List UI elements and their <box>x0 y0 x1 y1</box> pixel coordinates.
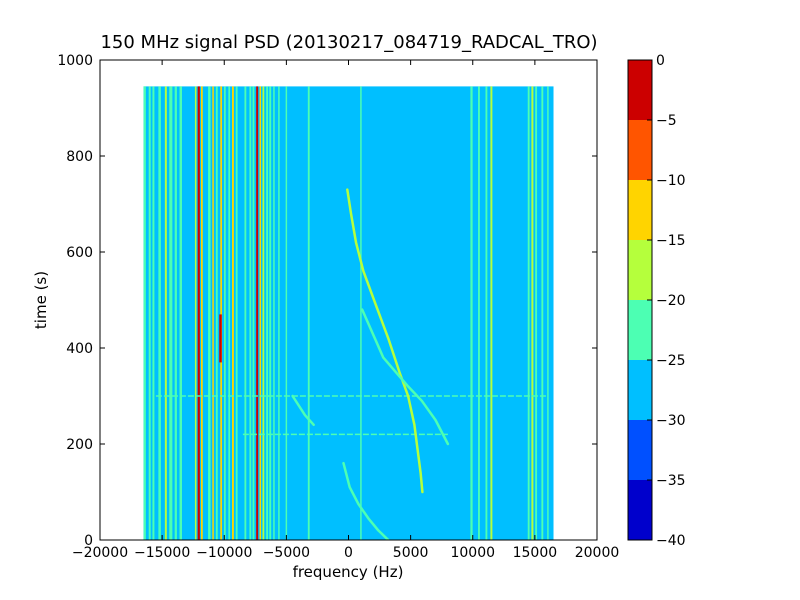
doppler-curve <box>346 188 424 494</box>
signal-line <box>485 86 488 540</box>
y-tick-label: 600 <box>66 245 93 261</box>
signal-line <box>266 86 269 540</box>
signal-line <box>262 86 265 540</box>
colorbar-tick-label: −25 <box>656 353 686 369</box>
doppler-curve <box>291 394 315 427</box>
colorbar: 0 −5 −10 −15 −20 −25 −30 −35 −40 <box>627 53 686 549</box>
colorbar-tick-label: −35 <box>656 473 686 489</box>
y-axis-label: time (s) <box>32 271 50 329</box>
signal-line <box>252 86 255 540</box>
signal-line <box>285 86 288 540</box>
signal-line <box>152 86 155 540</box>
signal-line <box>360 86 362 540</box>
heatmap-background <box>143 86 554 540</box>
doppler-curve <box>360 308 450 446</box>
signal-line <box>278 86 280 540</box>
signal-line <box>531 86 534 540</box>
signal-line <box>208 86 211 540</box>
signal-line <box>148 86 151 540</box>
signal-line <box>470 86 473 540</box>
signal-line <box>527 86 530 540</box>
signal-line <box>307 86 310 540</box>
signal-line <box>269 86 272 540</box>
y-tick-label: 400 <box>66 341 93 357</box>
signal-line <box>179 86 183 540</box>
signal-line <box>490 86 493 540</box>
colorbar-segment <box>628 480 652 540</box>
signal-line <box>197 86 200 540</box>
colorbar-segment <box>628 240 652 300</box>
signal-line <box>232 86 234 540</box>
signal-line <box>235 86 238 540</box>
signal-line <box>541 86 544 540</box>
y-tick-label: 200 <box>66 437 93 453</box>
signal-line <box>158 86 161 540</box>
signal-line <box>259 86 262 540</box>
colorbar-segment <box>628 60 652 120</box>
colorbar-tick-label: −5 <box>656 113 677 129</box>
heatmap <box>143 86 554 540</box>
x-tick-label: 5000 <box>393 545 429 561</box>
signal-line <box>169 86 173 540</box>
x-tick-label: 15000 <box>513 545 558 561</box>
x-axis-label: frequency (Hz) <box>293 563 404 581</box>
chart-title: 150 MHz signal PSD (20130217_084719_RADC… <box>100 32 597 53</box>
signal-line <box>244 86 247 540</box>
signal-line <box>201 86 203 540</box>
x-tick-label: −5000 <box>263 545 310 561</box>
signal-line <box>228 86 231 540</box>
signal-line <box>249 86 252 540</box>
y-tick-label: 1000 <box>57 53 93 69</box>
y-tick-label: 0 <box>84 533 93 549</box>
x-axis: −20000 −15000 −10000 −5000 0 5000 10000 15000 20… <box>72 60 619 561</box>
signal-line <box>174 86 177 540</box>
signal-line <box>478 86 480 540</box>
signal-line <box>194 86 197 540</box>
signal-line <box>212 86 214 540</box>
colorbar-tick-label: −10 <box>656 173 686 189</box>
colorbar-tick-label: −40 <box>656 533 686 549</box>
signal-line <box>256 86 259 540</box>
signal-segment <box>219 314 222 363</box>
colorbar-tick-label: −20 <box>656 293 686 309</box>
colorbar-segment <box>628 180 652 240</box>
x-tick-label: 10000 <box>450 545 495 561</box>
colorbar-segment <box>628 420 652 480</box>
colorbar-tick-label: −15 <box>656 233 686 249</box>
colorbar-segment <box>628 120 652 180</box>
signal-line <box>547 86 549 540</box>
x-tick-label: 0 <box>344 545 353 561</box>
signal-line <box>215 86 218 540</box>
colorbar-tick-label: 0 <box>656 53 665 69</box>
colorbar-segment <box>628 300 652 360</box>
x-tick-label: −10000 <box>196 545 252 561</box>
y-axis: 0 200 400 600 800 1000 <box>57 53 597 549</box>
signal-line <box>164 86 167 540</box>
signal-line <box>143 86 146 540</box>
y-tick-label: 800 <box>66 149 93 165</box>
x-tick-label: −15000 <box>134 545 190 561</box>
signal-line <box>220 86 223 540</box>
signal-line <box>273 86 275 540</box>
doppler-curve <box>342 461 390 540</box>
colorbar-segment <box>628 360 652 420</box>
signal-line <box>224 86 226 540</box>
colorbar-tick-label: −30 <box>656 413 686 429</box>
x-tick-label: 20000 <box>575 545 620 561</box>
signal-line <box>535 86 538 540</box>
x-tick-label: −20000 <box>72 545 128 561</box>
